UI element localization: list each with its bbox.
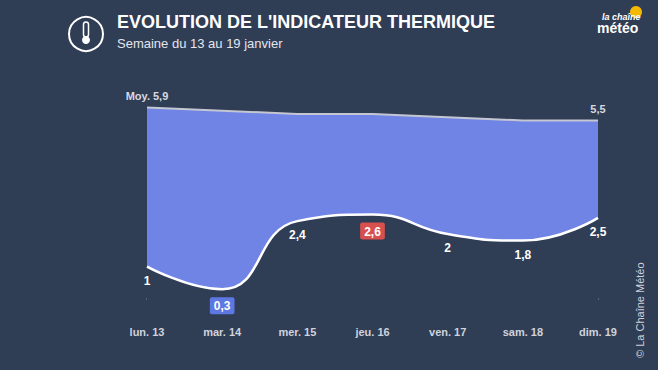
svg-text:0,3: 0,3 <box>214 299 231 313</box>
svg-text:2: 2 <box>444 241 451 255</box>
svg-text:2,5: 2,5 <box>590 225 607 239</box>
svg-text:2,4: 2,4 <box>289 228 306 242</box>
svg-text:ven. 17: ven. 17 <box>429 326 466 338</box>
svg-text:météo: météo <box>597 20 638 36</box>
svg-text:EVOLUTION DE L'INDICATEUR THER: EVOLUTION DE L'INDICATEUR THERMIQUE <box>117 12 495 32</box>
svg-text:2,6: 2,6 <box>364 225 381 239</box>
svg-text:la chaîne: la chaîne <box>602 11 641 22</box>
svg-text:Moy. 5,9: Moy. 5,9 <box>126 90 169 102</box>
svg-text:1,8: 1,8 <box>514 248 531 262</box>
svg-text:mer. 15: mer. 15 <box>278 326 316 338</box>
svg-text:lun. 13: lun. 13 <box>130 326 165 338</box>
svg-text:© La Chaîne Météo: © La Chaîne Météo <box>634 262 646 358</box>
svg-text:dim. 19: dim. 19 <box>579 326 617 338</box>
svg-text:mar. 14: mar. 14 <box>203 326 242 338</box>
svg-text:5,5: 5,5 <box>590 103 605 115</box>
svg-text:jeu. 16: jeu. 16 <box>354 326 389 338</box>
svg-text:1: 1 <box>144 274 151 288</box>
svg-text:sam. 18: sam. 18 <box>503 326 543 338</box>
svg-text:Semaine du 13 au 19 janvier: Semaine du 13 au 19 janvier <box>117 36 283 51</box>
